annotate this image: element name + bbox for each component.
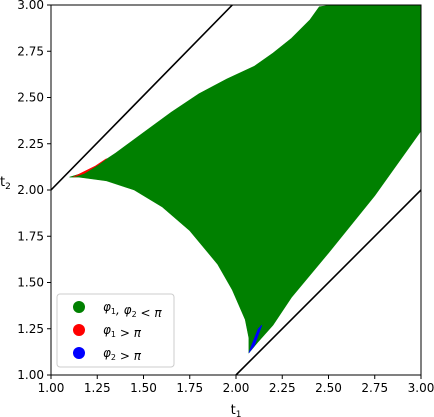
y-axis-label: t2 bbox=[0, 175, 11, 192]
x-axis-label-subscript: 1 bbox=[236, 410, 242, 417]
legend: φ1, φ2 < π φ1 > π φ2 > π bbox=[56, 293, 175, 368]
y-tick-label: 1.00 bbox=[17, 368, 44, 382]
y-tick-label: 2.50 bbox=[17, 91, 44, 105]
series-region-1 bbox=[73, 158, 107, 178]
x-tick-label: 2.00 bbox=[223, 381, 250, 395]
series-layer bbox=[69, 5, 421, 354]
series-region-0 bbox=[69, 5, 421, 354]
reference-line-0 bbox=[51, 5, 233, 191]
series-region-2 bbox=[248, 324, 263, 353]
legend-box bbox=[56, 293, 175, 368]
legend-label-2: φ2 > π bbox=[103, 346, 142, 363]
legend-label-1: φ1 > π bbox=[103, 323, 142, 340]
y-axis-label-subscript: 2 bbox=[5, 182, 11, 192]
x-tick-label: 3.00 bbox=[408, 381, 434, 395]
y-tick-label: 1.25 bbox=[17, 322, 44, 336]
x-tick-label: 2.75 bbox=[361, 381, 388, 395]
reference-line-1 bbox=[235, 189, 421, 375]
x-tick-label: 1.75 bbox=[176, 381, 203, 395]
x-tick-label: 2.50 bbox=[315, 381, 342, 395]
x-tick-label: 1.50 bbox=[130, 381, 157, 395]
y-tick-label: 3.00 bbox=[17, 0, 44, 12]
legend-marker-1 bbox=[73, 324, 85, 336]
y-tick-label: 1.75 bbox=[17, 229, 44, 243]
x-tick-label: 1.00 bbox=[38, 381, 65, 395]
legend-label-0: φ1, φ2 < π bbox=[103, 300, 162, 320]
legend-marker-0 bbox=[73, 301, 85, 313]
y-tick-label: 1.50 bbox=[17, 276, 44, 290]
ticks-layer: 1.00 1.25 1.50 1.75 2.00 2.25 2.50 2.75 3.00 1.00… bbox=[17, 0, 434, 395]
reference-lines-layer bbox=[51, 5, 421, 375]
x-tick-label: 2.25 bbox=[269, 381, 296, 395]
y-tick-label: 2.25 bbox=[17, 137, 44, 151]
y-tick-label: 2.75 bbox=[17, 44, 44, 58]
x-axis-label: t1 bbox=[231, 403, 242, 417]
x-tick-label: 1.25 bbox=[84, 381, 111, 395]
legend-marker-2 bbox=[73, 347, 85, 359]
y-tick-label: 2.00 bbox=[17, 183, 44, 197]
